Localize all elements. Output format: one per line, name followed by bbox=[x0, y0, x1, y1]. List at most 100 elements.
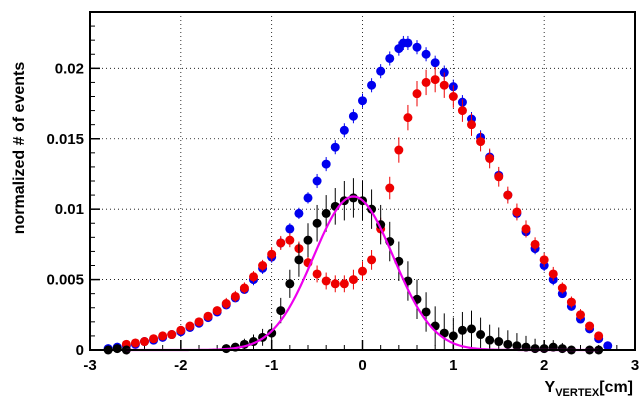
plot-frame bbox=[89, 11, 636, 351]
x-axis-title-unit: [cm] bbox=[599, 379, 633, 396]
data-point bbox=[303, 235, 313, 245]
y-tick-label: 0.01 bbox=[55, 201, 84, 218]
data-point bbox=[258, 261, 268, 270]
data-point bbox=[367, 255, 377, 265]
data-point bbox=[312, 218, 322, 228]
data-point bbox=[412, 42, 422, 52]
data-point bbox=[403, 38, 413, 48]
data-point bbox=[548, 269, 558, 279]
data-point bbox=[512, 207, 522, 217]
data-point bbox=[339, 125, 349, 135]
data-point bbox=[276, 238, 286, 248]
data-point bbox=[503, 190, 513, 200]
data-point bbox=[467, 120, 476, 130]
data-point bbox=[112, 344, 122, 354]
data-point bbox=[294, 255, 304, 265]
data-point bbox=[603, 341, 613, 351]
data-point bbox=[430, 58, 440, 68]
data-point bbox=[412, 89, 422, 99]
data-point bbox=[385, 183, 395, 193]
data-point bbox=[285, 279, 295, 289]
data-point bbox=[385, 53, 395, 63]
data-point bbox=[421, 77, 431, 87]
y-tick-label: 0.005 bbox=[46, 272, 84, 289]
data-point bbox=[140, 337, 149, 347]
data-point bbox=[476, 330, 486, 340]
data-point bbox=[467, 324, 476, 334]
y-tick-label: 0.015 bbox=[46, 131, 84, 148]
data-point bbox=[149, 334, 159, 344]
data-point bbox=[485, 335, 495, 345]
data-point bbox=[576, 310, 585, 320]
data-point bbox=[267, 328, 277, 338]
data-point bbox=[566, 297, 576, 307]
data-point bbox=[348, 111, 358, 121]
data-point bbox=[530, 344, 540, 354]
data-point bbox=[476, 137, 486, 147]
data-point bbox=[285, 235, 295, 245]
data-point bbox=[267, 249, 277, 259]
data-point bbox=[448, 331, 458, 341]
data-point bbox=[158, 331, 168, 341]
data-point bbox=[376, 66, 386, 76]
x-tick-label: -3 bbox=[83, 357, 96, 374]
data-point bbox=[303, 193, 313, 203]
data-point bbox=[203, 311, 213, 321]
data-point bbox=[494, 337, 504, 347]
x-tick-label: 3 bbox=[631, 357, 639, 374]
x-tick-label: -2 bbox=[174, 357, 187, 374]
data-point bbox=[285, 224, 295, 234]
data-points bbox=[103, 35, 613, 355]
data-point bbox=[457, 325, 467, 335]
data-point bbox=[249, 272, 258, 282]
data-point bbox=[430, 75, 440, 85]
x-tick-label: 1 bbox=[449, 357, 457, 374]
data-point bbox=[358, 96, 367, 106]
data-point bbox=[339, 279, 349, 289]
data-point bbox=[294, 208, 304, 218]
data-point bbox=[330, 142, 340, 152]
data-point bbox=[348, 275, 358, 285]
y-axis-title: normalized # of events bbox=[11, 62, 28, 235]
data-point bbox=[439, 80, 449, 90]
data-point bbox=[176, 325, 186, 335]
x-tick-label: -1 bbox=[265, 357, 278, 374]
data-point bbox=[358, 266, 367, 276]
data-point bbox=[367, 80, 377, 90]
data-point bbox=[330, 279, 340, 289]
data-point bbox=[321, 208, 331, 218]
data-point bbox=[448, 92, 458, 101]
data-point bbox=[394, 145, 404, 155]
data-point bbox=[539, 344, 549, 354]
data-point bbox=[130, 338, 140, 348]
data-point bbox=[503, 339, 513, 349]
data-point bbox=[321, 276, 331, 286]
data-point bbox=[485, 153, 495, 163]
data-point bbox=[230, 291, 240, 301]
data-point bbox=[530, 239, 540, 249]
x-tick-label: 0 bbox=[358, 357, 366, 374]
data-point bbox=[403, 113, 413, 123]
x-axis-title-main: Y bbox=[545, 379, 556, 396]
y-tick-label: 0.02 bbox=[55, 60, 84, 77]
data-point bbox=[212, 306, 222, 316]
data-point bbox=[276, 306, 286, 316]
data-point bbox=[194, 317, 204, 327]
data-point bbox=[185, 321, 195, 331]
x-axis-title: YVERTEX[cm] bbox=[545, 379, 633, 399]
data-point bbox=[594, 331, 604, 341]
data-point bbox=[421, 307, 431, 317]
x-tick-label: 2 bbox=[540, 357, 548, 374]
data-point bbox=[512, 341, 522, 351]
data-point bbox=[321, 159, 331, 169]
data-point bbox=[167, 330, 177, 340]
data-point bbox=[312, 176, 322, 186]
data-point bbox=[312, 269, 322, 279]
data-point bbox=[221, 299, 231, 309]
data-point bbox=[421, 49, 431, 59]
data-point bbox=[539, 255, 549, 265]
data-point bbox=[457, 106, 467, 116]
data-point bbox=[494, 172, 504, 182]
